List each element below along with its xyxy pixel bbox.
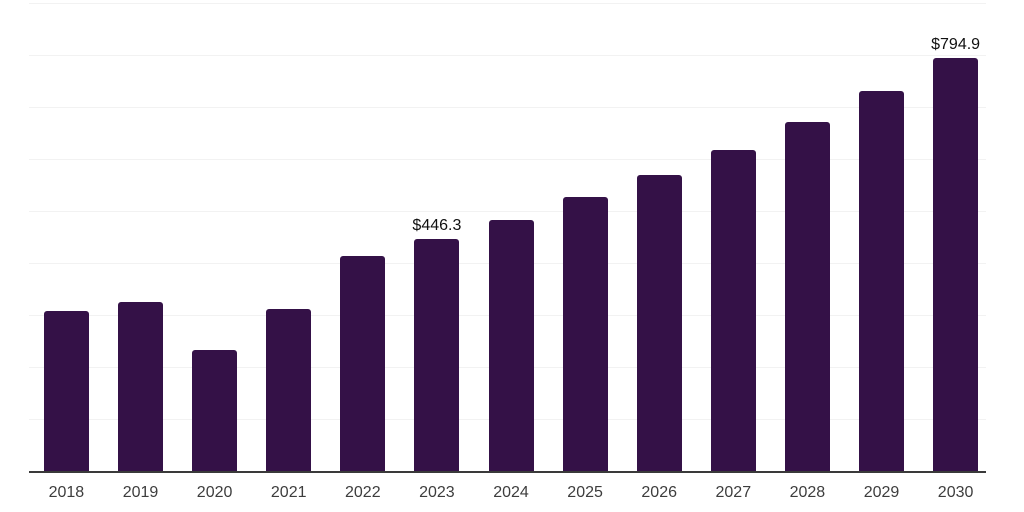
x-tick-label-2019: 2019 <box>122 484 159 501</box>
bar-value-label-2030: $794.9 <box>931 35 981 53</box>
x-tick-label-2022: 2022 <box>345 484 381 501</box>
x-tick-label-2021: 2021 <box>270 484 307 501</box>
x-tick-label-2020: 2020 <box>196 484 233 501</box>
bar-value-label-2023: $446.3 <box>412 216 462 234</box>
bar-2028 <box>784 122 830 471</box>
x-tick-label-2023: 2023 <box>419 484 455 501</box>
bar-2021 <box>266 308 312 471</box>
bar-2026 <box>636 174 682 471</box>
x-axis-line <box>29 471 986 473</box>
bar-2024 <box>488 220 534 471</box>
x-tick-label-2029: 2029 <box>863 484 900 501</box>
x-tick-label-2026: 2026 <box>641 484 677 501</box>
x-tick-label-2028: 2028 <box>789 484 826 501</box>
bar-2027 <box>710 150 756 471</box>
bar-2023 <box>414 238 460 471</box>
bar-2020 <box>192 349 238 471</box>
bar-2018 <box>43 310 89 471</box>
bar-2019 <box>118 302 163 471</box>
x-tick-label-2025: 2025 <box>567 484 603 501</box>
x-tick-label-2030: 2030 <box>937 484 974 501</box>
gridline <box>29 107 986 108</box>
bar-2025 <box>562 197 608 471</box>
x-tick-label-2018: 2018 <box>48 484 85 501</box>
x-tick-label-2024: 2024 <box>493 484 529 501</box>
bar-2029 <box>859 91 904 471</box>
bar-2022 <box>340 256 386 471</box>
gridline <box>29 55 986 56</box>
x-tick-label-2027: 2027 <box>715 484 752 501</box>
gridline <box>29 3 986 4</box>
gridline <box>29 159 986 160</box>
gridline <box>29 211 986 212</box>
bar-2030 <box>933 57 979 471</box>
